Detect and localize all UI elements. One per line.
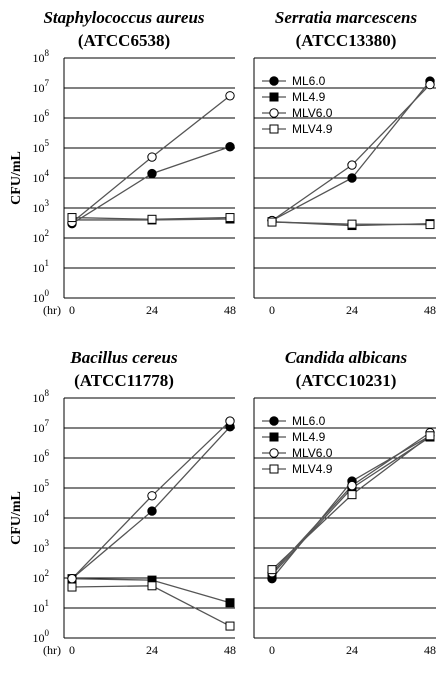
series-line-ml6-0 xyxy=(71,426,231,580)
x-unit-label: (hr) xyxy=(43,643,61,657)
x-tick-label: 24 xyxy=(346,643,358,657)
series-line-mlv4-9 xyxy=(71,585,231,627)
legend-label: MLV4.9 xyxy=(292,122,333,136)
y-tick-label: 106 xyxy=(33,448,50,465)
y-tick-label: 101 xyxy=(33,598,50,615)
x-tick-label: 24 xyxy=(146,643,158,657)
legend-marker xyxy=(269,92,279,102)
y-tick-label: 106 xyxy=(33,108,50,125)
series-line-mlv6-0 xyxy=(271,84,431,222)
legend-label: MLV4.9 xyxy=(292,462,333,476)
chart-panel-3: Bacillus cereus (ATCC11778) 100 101 102 103 10… xyxy=(9,348,236,657)
data-point-ml4-9 xyxy=(225,598,235,608)
data-point-mlv4-9 xyxy=(67,582,77,592)
chart-title: Serratia marcescens xyxy=(275,8,418,27)
y-tick-label: 108 xyxy=(33,388,50,405)
y-tick-label: 103 xyxy=(33,538,50,555)
y-tick-label: 100 xyxy=(33,628,50,645)
data-point-mlv6-0 xyxy=(225,91,235,101)
x-tick-label: 48 xyxy=(224,643,236,657)
legend-marker xyxy=(269,464,279,474)
chart-subtitle: (ATCC13380) xyxy=(296,31,397,50)
y-tick-label: 103 xyxy=(33,198,50,215)
data-point-mlv4-9 xyxy=(147,581,157,591)
legend: ML6.0 ML4.9 MLV6.0 MLV4.9 xyxy=(262,74,333,136)
data-point-mlv4-9 xyxy=(67,213,77,223)
data-point-mlv4-9 xyxy=(425,431,435,441)
data-point-ml6-0 xyxy=(347,173,357,183)
data-point-mlv4-9 xyxy=(225,621,235,631)
y-tick-label: 107 xyxy=(33,78,50,95)
x-unit-label: (hr) xyxy=(43,303,61,317)
data-point-mlv6-0 xyxy=(147,491,157,501)
y-axis-label: CFU/mL xyxy=(9,491,24,545)
y-axis-label: CFU/mL xyxy=(9,151,24,205)
data-point-ml6-0 xyxy=(147,506,157,516)
data-point-mlv6-0 xyxy=(425,79,435,90)
data-point-mlv4-9 xyxy=(225,213,235,223)
chart-panel-2: Serratia marcescens (ATCC13380) 0 24 48 ML6.0… xyxy=(253,8,436,317)
legend-label: ML4.9 xyxy=(292,430,326,444)
x-tick-label: 48 xyxy=(424,303,436,317)
chart-title: Bacillus cereus xyxy=(69,348,178,367)
x-tick-label: 24 xyxy=(146,303,158,317)
data-point-mlv6-0 xyxy=(147,152,157,162)
chart-title: Candida albicans xyxy=(285,348,408,367)
chart-subtitle: (ATCC11778) xyxy=(74,371,174,390)
legend-marker xyxy=(269,432,279,442)
chart-panel-4: Candida albicans (ATCC10231) 0 24 48 ML6.0 ML4… xyxy=(253,348,436,657)
y-tick-label: 108 xyxy=(33,48,50,65)
data-point-mlv4-9 xyxy=(267,217,277,227)
x-tick-label: 24 xyxy=(346,303,358,317)
y-tick-label: 105 xyxy=(33,478,50,495)
legend-marker xyxy=(269,448,279,458)
data-point-mlv6-0 xyxy=(67,573,77,584)
y-tick-label: 104 xyxy=(33,168,50,185)
legend: ML6.0 ML4.9 MLV6.0 MLV4.9 xyxy=(262,414,333,476)
data-point-mlv6-0 xyxy=(347,480,357,491)
y-tick-label: 105 xyxy=(33,138,50,155)
data-point-mlv4-9 xyxy=(267,565,277,575)
legend-label: ML4.9 xyxy=(292,90,326,104)
chart-subtitle: (ATCC10231) xyxy=(296,371,397,390)
y-tick-label: 102 xyxy=(33,568,50,585)
y-tick-label: 100 xyxy=(33,288,50,305)
legend-marker xyxy=(269,416,279,426)
data-point-mlv6-0 xyxy=(347,160,357,170)
x-tick-label: 48 xyxy=(424,643,436,657)
y-tick-label: 101 xyxy=(33,258,50,275)
x-tick-label: 0 xyxy=(269,643,275,657)
data-point-ml6-0 xyxy=(225,142,235,152)
x-tick-label: 0 xyxy=(69,643,75,657)
legend-label: MLV6.0 xyxy=(292,446,333,460)
data-point-mlv4-9 xyxy=(347,219,357,229)
legend-label: MLV6.0 xyxy=(292,106,333,120)
legend-marker xyxy=(269,124,279,134)
x-tick-label: 48 xyxy=(224,303,236,317)
data-point-mlv4-9 xyxy=(147,214,157,224)
y-tick-label: 102 xyxy=(33,228,50,245)
y-tick-label: 107 xyxy=(33,418,50,435)
legend-marker xyxy=(269,76,279,86)
data-point-mlv4-9 xyxy=(347,490,357,500)
chart-title: Staphylococcus aureus xyxy=(43,8,204,27)
legend-marker xyxy=(269,108,279,118)
y-tick-label: 104 xyxy=(33,508,50,525)
chart-panel-1: Staphylococcus aureus (ATCC6538) 100 101 102… xyxy=(9,8,236,317)
legend-label: ML6.0 xyxy=(292,414,326,428)
legend-label: ML6.0 xyxy=(292,74,326,88)
x-tick-label: 0 xyxy=(69,303,75,317)
data-point-ml6-0 xyxy=(147,168,157,179)
data-point-mlv4-9 xyxy=(425,220,435,230)
chart-subtitle: (ATCC6538) xyxy=(78,31,170,50)
data-point-mlv6-0 xyxy=(225,416,235,426)
x-tick-label: 0 xyxy=(269,303,275,317)
